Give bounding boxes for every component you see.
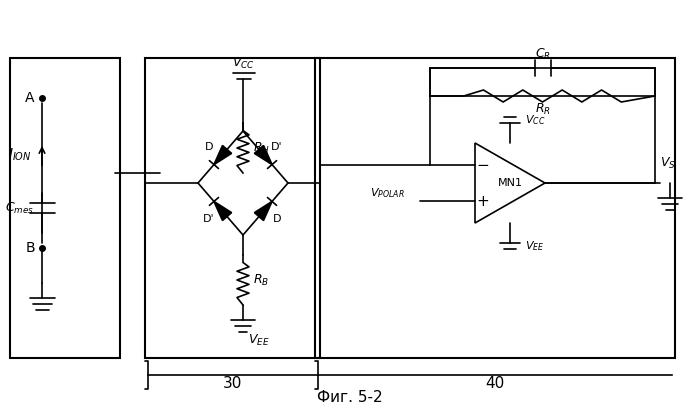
Text: MN1: MN1 [498,178,522,188]
Text: $V_{CC}$: $V_{CC}$ [525,113,545,127]
Text: D': D' [271,142,283,152]
Text: $R_B$: $R_B$ [253,273,270,287]
Text: 30: 30 [223,375,241,391]
Text: D: D [205,142,214,152]
Text: $R_R$: $R_R$ [535,102,550,116]
Text: A: A [25,91,35,105]
Text: −: − [477,157,489,173]
Text: $V_{EE}$: $V_{EE}$ [248,332,270,348]
Polygon shape [214,202,232,221]
Polygon shape [214,145,232,164]
Bar [145,58,320,358]
Text: $V_{EE}$: $V_{EE}$ [525,239,545,253]
Text: $I_{ION}$: $I_{ION}$ [8,147,32,163]
Text: B: B [25,241,35,255]
Polygon shape [254,202,272,221]
Polygon shape [254,145,272,164]
Text: 40: 40 [485,375,505,391]
Text: +: + [477,194,489,209]
Text: D': D' [203,214,215,224]
Text: $C_R$: $C_R$ [535,46,550,62]
Text: $V_S$: $V_S$ [660,155,675,171]
Bar [315,58,675,358]
Text: D: D [272,214,281,224]
Text: $C_{mes}$: $C_{mes}$ [6,200,34,216]
Text: Фиг. 5-2: Фиг. 5-2 [317,391,383,406]
Text: $V_{CC}$: $V_{CC}$ [232,55,254,71]
Bar [10,58,120,358]
Text: $R_H$: $R_H$ [253,140,270,156]
Text: $V_{POLAR}$: $V_{POLAR}$ [370,186,405,200]
